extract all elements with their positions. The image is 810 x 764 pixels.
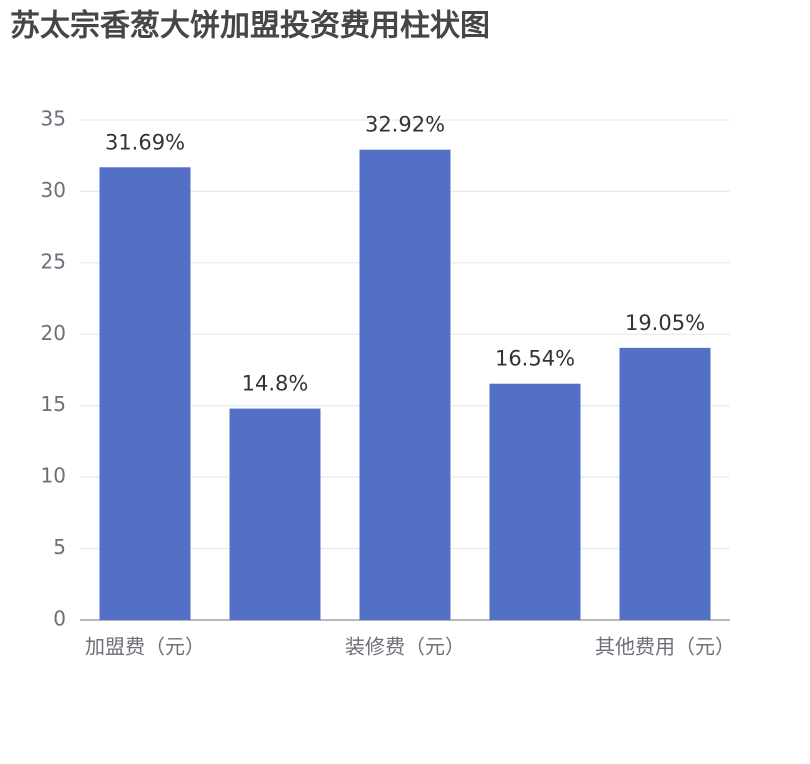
value-label: 14.8% (242, 372, 309, 396)
y-tick-label: 30 (41, 178, 66, 202)
bar (489, 383, 581, 620)
x-tick-label: 其他费用（元） (595, 635, 735, 659)
value-label: 32.92% (365, 113, 445, 137)
y-tick-label: 25 (41, 249, 66, 273)
y-tick-label: 10 (41, 464, 66, 488)
x-tick-label: 装修费（元） (345, 635, 465, 659)
x-tick-label: 加盟费（元） (85, 635, 205, 659)
value-label: 19.05% (625, 311, 705, 335)
bar (229, 408, 321, 620)
y-tick-label: 5 (53, 535, 66, 559)
y-tick-label: 15 (41, 392, 66, 416)
y-tick-label: 20 (41, 321, 66, 345)
y-tick-label: 0 (53, 607, 66, 631)
y-tick-label: 35 (41, 107, 66, 131)
chart-title: 苏太宗香葱大饼加盟投资费用柱状图 (10, 9, 490, 44)
bar (619, 347, 711, 620)
value-label: 16.54% (495, 347, 575, 371)
bar (359, 149, 451, 620)
bar (99, 167, 191, 621)
value-label: 31.69% (105, 130, 185, 154)
